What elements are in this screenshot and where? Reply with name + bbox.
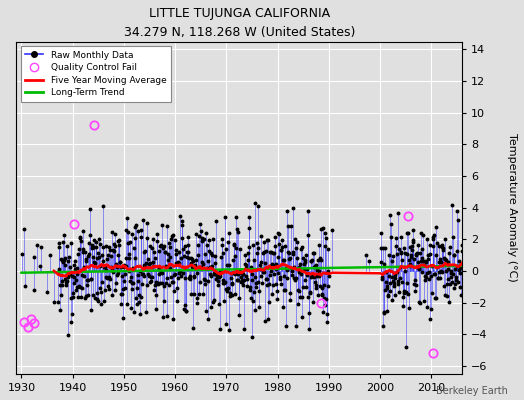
Y-axis label: Temperature Anomaly (°C): Temperature Anomaly (°C) (507, 133, 517, 282)
Title: LITTLE TUJUNGA CALIFORNIA
34.279 N, 118.268 W (United States): LITTLE TUJUNGA CALIFORNIA 34.279 N, 118.… (124, 7, 355, 39)
Legend: Raw Monthly Data, Quality Control Fail, Five Year Moving Average, Long-Term Tren: Raw Monthly Data, Quality Control Fail, … (21, 46, 171, 102)
Text: Berkeley Earth: Berkeley Earth (436, 386, 508, 396)
